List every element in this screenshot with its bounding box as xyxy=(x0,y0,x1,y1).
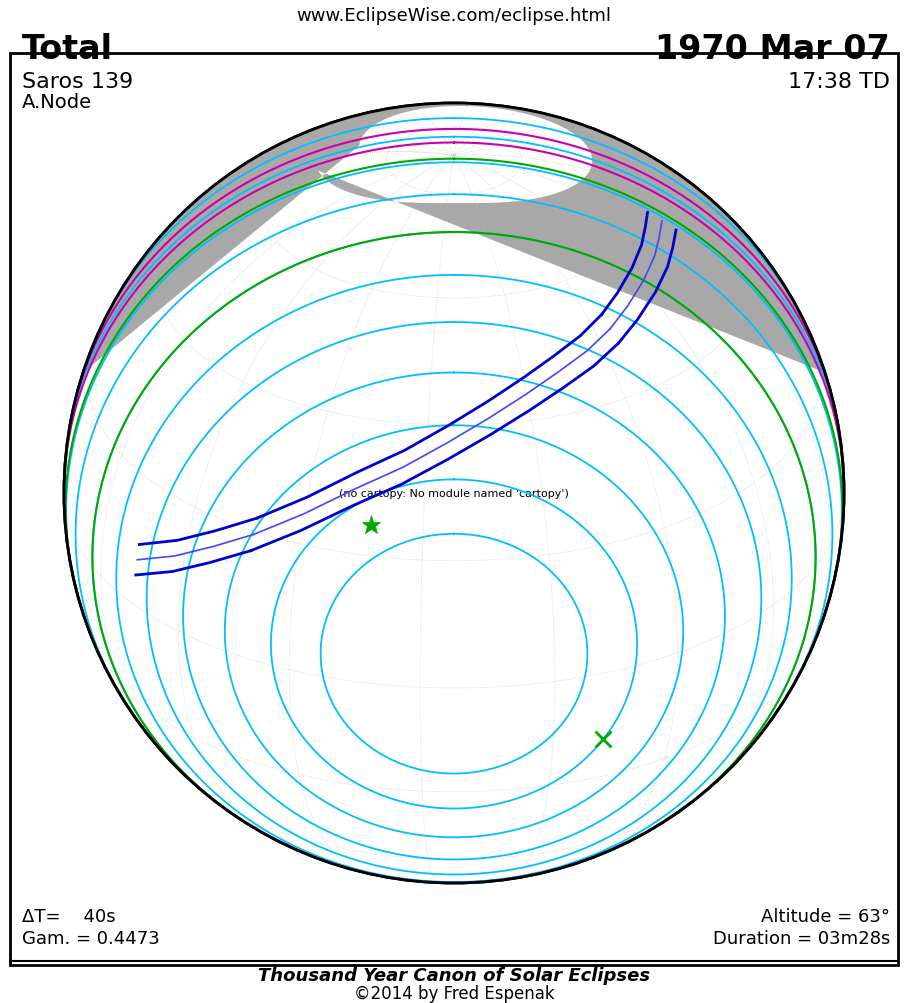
Text: 17:38 TD: 17:38 TD xyxy=(788,72,890,92)
Text: Total: Total xyxy=(22,33,113,66)
Text: (no cartopy: No module named 'cartopy'): (no cartopy: No module named 'cartopy') xyxy=(339,488,569,498)
Text: ©2014 by Fred Espenak: ©2014 by Fred Espenak xyxy=(354,984,554,1002)
Text: A.Node: A.Node xyxy=(22,93,92,112)
Polygon shape xyxy=(84,104,824,373)
Text: www.EclipseWise.com/eclipse.html: www.EclipseWise.com/eclipse.html xyxy=(297,7,611,25)
Text: Thousand Year Canon of Solar Eclipses: Thousand Year Canon of Solar Eclipses xyxy=(258,966,650,984)
Circle shape xyxy=(64,104,844,883)
Text: Altitude = 63°: Altitude = 63° xyxy=(761,907,890,925)
Text: Gam. = 0.4473: Gam. = 0.4473 xyxy=(22,929,160,947)
Text: ΔT=    40s: ΔT= 40s xyxy=(22,907,115,925)
Text: Saros 139: Saros 139 xyxy=(22,72,133,92)
Text: 1970 Mar 07: 1970 Mar 07 xyxy=(656,33,890,66)
Text: Duration = 03m28s: Duration = 03m28s xyxy=(713,929,890,947)
